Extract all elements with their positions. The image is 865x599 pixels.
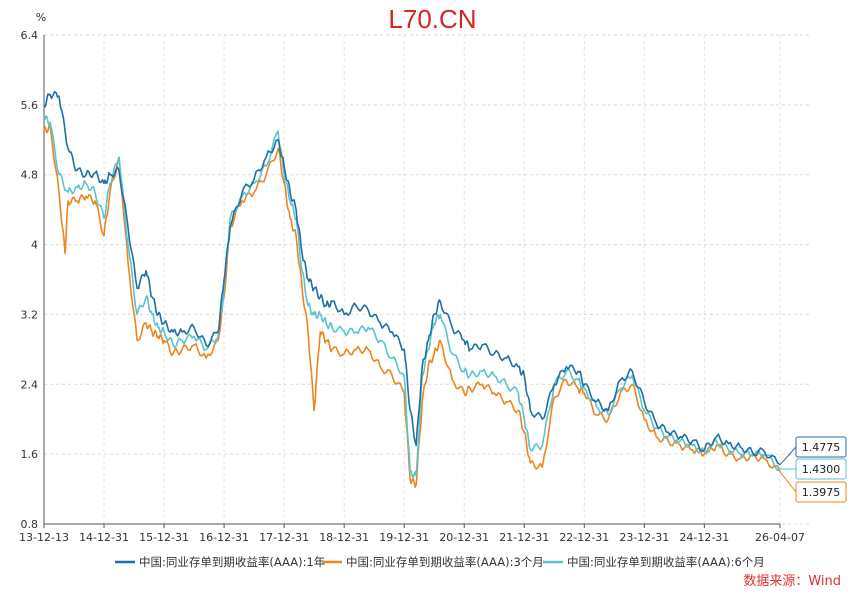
x-tick-label: 23-12-31 xyxy=(619,531,669,544)
y-tick-label: 4.8 xyxy=(21,169,39,182)
y-tick-label: 6.4 xyxy=(21,29,39,42)
x-tick-label: 19-12-31 xyxy=(379,531,429,544)
y-axis-unit: % xyxy=(36,11,46,24)
x-tick-label: 26-04-07 xyxy=(755,531,805,544)
x-tick-label: 21-12-31 xyxy=(499,531,549,544)
chart-title: L70.CN xyxy=(388,4,477,34)
y-tick-label: 3.2 xyxy=(21,308,39,321)
y-tick-label: 5.6 xyxy=(21,99,39,112)
x-tick-label: 13-12-13 xyxy=(19,531,69,544)
x-tick-label: 15-12-31 xyxy=(139,531,189,544)
series-line-0 xyxy=(43,91,781,466)
end-label-box xyxy=(795,436,847,458)
x-tick-label: 22-12-31 xyxy=(559,531,609,544)
end-label-value: 1.3975 xyxy=(802,486,841,499)
x-tick-label: 14-12-31 xyxy=(79,531,129,544)
y-tick-label: 4 xyxy=(31,239,38,252)
axis-layer: 0.8 1.6 2.4 3.2 4 4.8 5.6 6.4% 13-12-13 14-12-31 1… xyxy=(19,11,805,544)
legend-label: 中国:同业存单到期收益率(AAA):6个月 xyxy=(567,555,765,569)
end-label-leader xyxy=(779,446,797,466)
end-label-box xyxy=(795,481,847,503)
end-label-box xyxy=(795,458,847,480)
series-layer xyxy=(43,91,781,488)
source-note: 数据来源：Wind xyxy=(743,574,841,589)
y-tick-label: 0.8 xyxy=(21,518,39,531)
end-label-layer: 1.4775 1.4300 1.3975 xyxy=(779,436,847,503)
x-tick-label: 17-12-31 xyxy=(259,531,309,544)
x-tick-label: 20-12-31 xyxy=(439,531,489,544)
end-label-value: 1.4775 xyxy=(802,441,841,454)
x-tick-label: 18-12-31 xyxy=(319,531,369,544)
end-label-leader xyxy=(779,471,797,493)
y-tick-label: 2.4 xyxy=(21,378,39,391)
end-label-value: 1.4300 xyxy=(802,463,841,476)
legend: 中国:同业存单到期收益率(AAA):1年 中国:同业存单到期收益率(AAA):3个… xyxy=(115,555,765,569)
x-tick-label: 16-12-31 xyxy=(199,531,249,544)
y-tick-label: 1.6 xyxy=(21,448,39,461)
legend-label: 中国:同业存单到期收益率(AAA):3个月 xyxy=(346,555,544,569)
series-line-2 xyxy=(43,115,781,479)
legend-label: 中国:同业存单到期收益率(AAA):1年 xyxy=(139,555,325,569)
series-line-1 xyxy=(43,124,781,488)
x-tick-label: 24-12-31 xyxy=(679,531,729,544)
